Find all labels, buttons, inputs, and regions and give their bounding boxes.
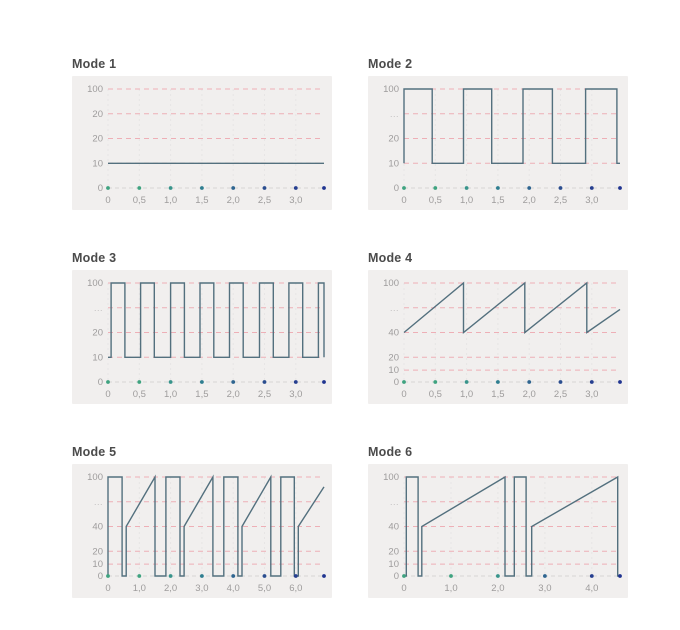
chart-title: Mode 2 [368, 57, 413, 71]
chart-panel: 100… 40 20 10 0 0 1,0 2,0 3,0 4,0 [368, 464, 628, 598]
svg-text:1,0: 1,0 [460, 195, 473, 206]
svg-text:40: 40 [388, 328, 399, 339]
svg-text:0,5: 0,5 [429, 195, 442, 206]
svg-text:10: 10 [388, 365, 399, 376]
svg-text:2,0: 2,0 [523, 195, 536, 206]
svg-text:1,0: 1,0 [164, 195, 177, 206]
chart-title: Mode 5 [72, 445, 117, 459]
svg-text:3,0: 3,0 [585, 389, 598, 400]
svg-text:100: 100 [87, 84, 103, 95]
svg-text:3,0: 3,0 [195, 583, 208, 594]
chart-title: Mode 4 [368, 251, 413, 265]
svg-text:20: 20 [92, 546, 103, 557]
svg-text:0: 0 [105, 195, 110, 206]
svg-text:0: 0 [401, 583, 406, 594]
svg-text:…: … [390, 109, 400, 120]
svg-text:…: … [390, 303, 400, 314]
svg-text:2,0: 2,0 [227, 195, 240, 206]
svg-text:2,0: 2,0 [523, 389, 536, 400]
svg-text:…: … [94, 497, 104, 508]
svg-text:2,0: 2,0 [491, 583, 504, 594]
svg-text:10: 10 [388, 158, 399, 169]
svg-text:2,5: 2,5 [554, 389, 567, 400]
svg-text:0: 0 [105, 583, 110, 594]
svg-text:0: 0 [394, 571, 399, 582]
svg-text:1,5: 1,5 [491, 195, 504, 206]
svg-text:1,0: 1,0 [444, 583, 457, 594]
svg-text:20: 20 [388, 546, 399, 557]
svg-text:4,0: 4,0 [227, 583, 240, 594]
svg-text:2,5: 2,5 [554, 195, 567, 206]
svg-text:100: 100 [383, 472, 399, 483]
svg-text:2,5: 2,5 [258, 195, 271, 206]
chart-title: Mode 6 [368, 445, 413, 459]
chart-panel: 100… 40 20 10 0 0 1,0 2,0 3,0 4,0 5,0 6,0 [72, 464, 332, 598]
svg-text:0: 0 [401, 195, 406, 206]
svg-text:0: 0 [105, 389, 110, 400]
svg-text:40: 40 [388, 522, 399, 533]
svg-text:1,0: 1,0 [164, 389, 177, 400]
chart-title: Mode 1 [72, 57, 117, 71]
chart-card-mode-1: Mode 1 100 20 20 10 0 0 0,5 1,0 1,5 2,0 2,5 3,0 [72, 56, 332, 210]
svg-text:10: 10 [92, 559, 103, 570]
svg-text:20: 20 [92, 328, 103, 339]
svg-text:0,5: 0,5 [429, 389, 442, 400]
svg-text:6,0: 6,0 [289, 583, 302, 594]
svg-text:2,0: 2,0 [227, 389, 240, 400]
svg-text:4,0: 4,0 [585, 583, 598, 594]
chart-card-mode-5: Mode 5 100… 40 20 10 0 0 1,0 2,0 3,0 4,0 5,0 6,0 [72, 444, 332, 598]
chart-panel: 100… 20 10 0 0 0,5 1,0 1,5 2,0 2,5 3,0 [368, 76, 628, 210]
svg-text:1,5: 1,5 [491, 389, 504, 400]
svg-text:1,0: 1,0 [460, 389, 473, 400]
chart-card-mode-4: Mode 4 100… 40 20 10 0 0 0,5 1,0 1,5 2,0 2,5 3,0 [368, 250, 628, 404]
svg-text:100: 100 [87, 472, 103, 483]
svg-text:…: … [390, 497, 400, 508]
svg-text:40: 40 [92, 522, 103, 533]
svg-text:0: 0 [98, 183, 103, 194]
chart-card-mode-2: Mode 2 100… 20 10 0 0 0,5 1,0 1,5 2,0 2,5 3,0 [368, 56, 628, 210]
svg-text:20: 20 [388, 352, 399, 363]
svg-text:20: 20 [92, 109, 103, 120]
svg-text:0: 0 [394, 377, 399, 388]
svg-text:0: 0 [394, 183, 399, 194]
svg-text:1,5: 1,5 [195, 195, 208, 206]
svg-text:0,5: 0,5 [133, 195, 146, 206]
svg-text:1,0: 1,0 [133, 583, 146, 594]
svg-text:100: 100 [383, 278, 399, 289]
chart-card-mode-6: Mode 6 100… 40 20 10 0 0 1,0 2,0 3,0 4,0 [368, 444, 628, 598]
charts-grid: Mode 1 100 20 20 10 0 0 0,5 1,0 1,5 2,0 2,5 3,0 Mod… [72, 56, 628, 598]
svg-text:0,5: 0,5 [133, 389, 146, 400]
svg-text:3,0: 3,0 [289, 195, 302, 206]
svg-text:20: 20 [388, 134, 399, 145]
svg-text:2,0: 2,0 [164, 583, 177, 594]
svg-text:3,0: 3,0 [289, 389, 302, 400]
chart-panel: 100… 40 20 10 0 0 0,5 1,0 1,5 2,0 2,5 3,0 [368, 270, 628, 404]
svg-text:3,0: 3,0 [585, 195, 598, 206]
svg-text:10: 10 [92, 158, 103, 169]
chart-panel: 100… 20 10 0 0 0,5 1,0 1,5 2,0 2,5 3,0 [72, 270, 332, 404]
svg-text:2,5: 2,5 [258, 389, 271, 400]
svg-text:20: 20 [92, 134, 103, 145]
svg-text:3,0: 3,0 [538, 583, 551, 594]
chart-card-mode-3: Mode 3 100… 20 10 0 0 0,5 1,0 1,5 2,0 2,5 3,0 [72, 250, 332, 404]
svg-text:0: 0 [401, 389, 406, 400]
svg-text:10: 10 [92, 352, 103, 363]
svg-text:0: 0 [98, 571, 103, 582]
svg-text:100: 100 [383, 84, 399, 95]
svg-text:1,5: 1,5 [195, 389, 208, 400]
svg-text:100: 100 [87, 278, 103, 289]
svg-text:10: 10 [388, 559, 399, 570]
chart-title: Mode 3 [72, 251, 117, 265]
chart-panel: 100 20 20 10 0 0 0,5 1,0 1,5 2,0 2,5 3,0 [72, 76, 332, 210]
svg-text:…: … [94, 303, 104, 314]
svg-text:5,0: 5,0 [258, 583, 271, 594]
svg-text:0: 0 [98, 377, 103, 388]
